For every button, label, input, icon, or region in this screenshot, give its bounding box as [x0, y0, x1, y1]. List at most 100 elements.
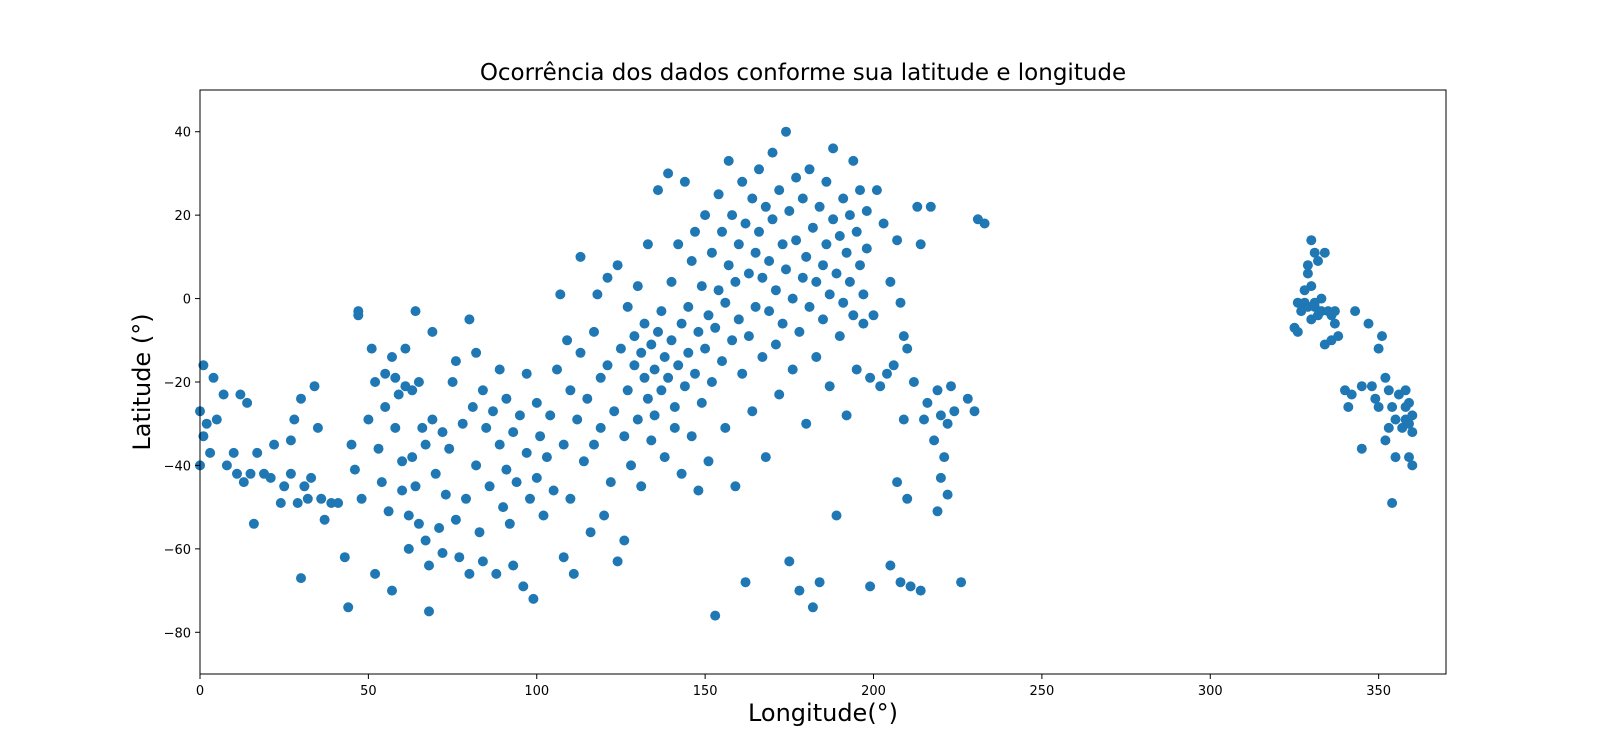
scatter-point: [649, 410, 660, 421]
scatter-point: [673, 239, 684, 250]
scatter-point: [696, 281, 707, 292]
scatter-point: [801, 418, 812, 429]
scatter-point: [514, 410, 525, 421]
scatter-point: [1302, 268, 1313, 279]
scatter-point: [935, 410, 946, 421]
scatter-point: [400, 343, 411, 354]
scatter-point: [905, 581, 916, 592]
scatter-point: [471, 460, 482, 471]
scatter-point: [717, 226, 727, 237]
scatter-point: [299, 481, 310, 492]
scatter-point: [609, 406, 620, 417]
scatter-point: [296, 393, 306, 404]
scatter-point: [653, 185, 663, 196]
scatter-point: [296, 573, 306, 584]
scatter-point: [679, 176, 690, 187]
scatter-point: [1292, 326, 1303, 337]
scatter-point: [1380, 435, 1391, 446]
scatter-point: [387, 352, 397, 362]
scatter-point: [892, 477, 903, 488]
scatter-point: [908, 377, 919, 387]
scatter-point: [757, 272, 768, 283]
scatter-point: [878, 218, 889, 229]
scatter-point: [925, 201, 936, 212]
scatter-point: [1390, 414, 1401, 425]
scatter-point: [727, 210, 738, 221]
x-tick-label: 100: [524, 684, 549, 699]
chart-title: Ocorrência dos dados conforme sua latitu…: [480, 60, 1126, 86]
scatter-point: [1343, 402, 1354, 412]
scatter-point: [767, 214, 778, 225]
scatter-point: [420, 439, 431, 450]
scatter-point: [201, 418, 212, 429]
scatter-point: [851, 226, 862, 237]
scatter-point: [572, 414, 583, 425]
scatter-point: [461, 493, 471, 504]
y-axis-label: Latitude (°): [128, 313, 156, 450]
scatter-point: [929, 435, 940, 446]
scatter-point: [474, 527, 485, 538]
scatter-point: [447, 377, 458, 387]
scatter-point: [757, 352, 768, 362]
scatter-point: [767, 147, 778, 158]
scatter-point: [720, 297, 731, 308]
scatter-point: [632, 281, 643, 292]
scatter-point: [676, 468, 687, 479]
scatter-point: [1404, 418, 1414, 429]
scatter-point: [333, 498, 344, 508]
scatter-point: [380, 402, 391, 412]
scatter-point: [312, 422, 323, 433]
scatter-point: [622, 385, 633, 396]
scatter-point: [663, 168, 674, 179]
scatter-point: [855, 185, 865, 196]
scatter-point: [629, 360, 640, 371]
x-axis-label: Longitude(°): [748, 699, 898, 727]
scatter-point: [434, 523, 445, 533]
scatter-point: [777, 239, 788, 250]
scatter-point: [932, 385, 943, 396]
scatter-point: [589, 439, 599, 450]
scatter-point: [804, 164, 815, 175]
scatter-point: [605, 477, 616, 488]
scatter-point: [818, 260, 828, 271]
scatter-point: [727, 335, 738, 346]
plot-area-frame: [199, 89, 1447, 675]
scatter-point: [410, 306, 421, 317]
scatter-point: [562, 335, 573, 346]
scatter-point: [831, 268, 842, 279]
scatter-point: [481, 422, 492, 433]
scatter-point: [1380, 372, 1391, 383]
scatter-point: [791, 235, 802, 246]
scatter-point: [619, 535, 630, 546]
scatter-point: [666, 276, 677, 287]
scatter-point: [626, 460, 636, 471]
scatter-point: [939, 452, 950, 463]
scatter-point: [488, 406, 498, 417]
scatter-point: [686, 256, 697, 266]
scatter-point: [198, 360, 209, 371]
scatter-point: [774, 389, 785, 400]
scatter-point: [851, 364, 862, 375]
scatter-point: [915, 239, 926, 250]
scatter-point: [770, 339, 781, 350]
scatter-point: [804, 301, 815, 312]
scatter-point: [787, 293, 798, 304]
scatter-point: [865, 372, 876, 383]
scatter-point: [1356, 443, 1367, 454]
scatter-point: [639, 372, 650, 383]
scatter-point: [1356, 381, 1367, 392]
scatter-point: [814, 201, 825, 212]
scatter-point: [575, 251, 586, 262]
scatter-point: [437, 548, 448, 558]
scatter-point: [1383, 422, 1394, 433]
scatter-point: [838, 193, 849, 204]
scatter-point: [844, 210, 855, 221]
scatter-point: [363, 414, 374, 425]
scatter-point: [706, 377, 717, 387]
scatter-point: [248, 518, 259, 529]
scatter-point: [548, 485, 559, 496]
scatter-point: [1404, 397, 1414, 408]
scatter-point: [316, 493, 327, 504]
y-tick-label: 20: [174, 209, 191, 224]
